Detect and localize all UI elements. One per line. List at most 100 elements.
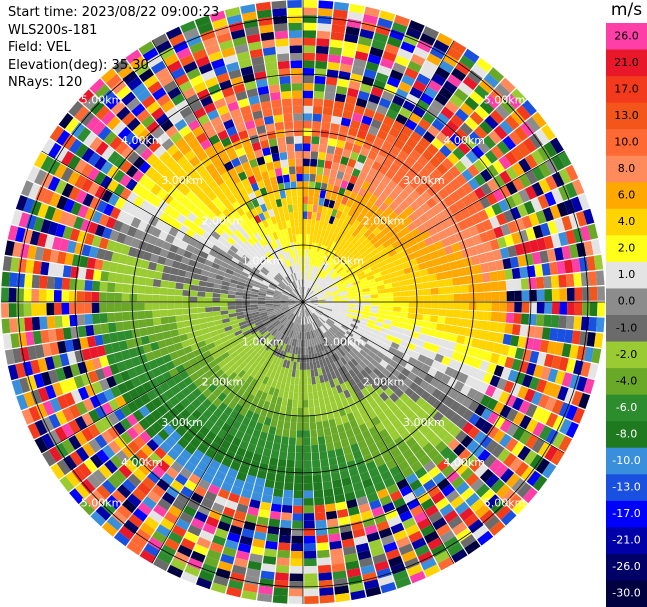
radar-gate bbox=[80, 110, 95, 127]
radar-gate bbox=[386, 76, 401, 88]
radar-gate bbox=[372, 268, 381, 275]
radar-gate bbox=[87, 423, 101, 438]
radar-gate bbox=[208, 509, 222, 521]
radar-gate bbox=[284, 344, 289, 353]
radar-gate bbox=[129, 284, 138, 294]
radar-gate bbox=[399, 285, 409, 292]
radar-gate bbox=[394, 387, 404, 398]
radar-gate bbox=[281, 294, 289, 298]
radar-gate bbox=[250, 460, 260, 470]
radar-gate bbox=[265, 262, 273, 270]
radar-gate bbox=[359, 83, 373, 94]
radar-gate bbox=[298, 385, 303, 393]
radar-gate bbox=[339, 309, 348, 314]
radar-gate bbox=[292, 105, 303, 114]
radar-gate bbox=[427, 537, 443, 551]
radar-gate bbox=[370, 546, 385, 557]
radar-gate bbox=[401, 302, 409, 308]
radar-gate bbox=[370, 332, 379, 340]
radar-gate bbox=[207, 484, 221, 496]
radar-gate bbox=[372, 329, 381, 336]
radar-gate bbox=[317, 159, 325, 168]
radar-gate bbox=[423, 302, 432, 309]
radar-gate bbox=[442, 433, 455, 446]
radar-gate bbox=[234, 164, 245, 175]
radar-gate bbox=[341, 477, 352, 487]
radar-gate bbox=[159, 73, 174, 87]
radar-gate bbox=[536, 237, 547, 251]
radar-gate bbox=[325, 331, 332, 339]
radar-gate bbox=[309, 361, 314, 370]
radar-gate bbox=[323, 99, 334, 108]
radar-gate bbox=[360, 564, 376, 575]
radar-gate bbox=[303, 287, 306, 295]
radar-gate bbox=[383, 278, 392, 285]
radar-gate bbox=[450, 114, 464, 128]
radar-gate bbox=[298, 339, 301, 348]
radar-gate bbox=[32, 260, 42, 275]
radar-gate bbox=[378, 302, 387, 306]
radar-gate bbox=[262, 376, 270, 385]
radar-gate bbox=[200, 95, 214, 107]
radar-gate bbox=[151, 421, 163, 434]
radar-gate bbox=[37, 203, 49, 218]
radar-gate bbox=[168, 322, 178, 331]
radar-gate bbox=[355, 97, 368, 108]
radar-gate bbox=[471, 378, 483, 391]
radar-gate bbox=[370, 294, 379, 299]
radar-gate bbox=[467, 426, 481, 440]
radar-gate bbox=[518, 229, 529, 243]
radar-gate bbox=[47, 221, 59, 236]
radar-gate bbox=[304, 543, 316, 552]
radar-gate bbox=[278, 451, 288, 460]
radar-gate bbox=[571, 330, 581, 345]
radar-gate bbox=[336, 170, 345, 180]
radar-gate bbox=[115, 450, 130, 464]
radar-gate bbox=[370, 264, 379, 271]
radar-gate bbox=[249, 217, 258, 226]
radar-gate bbox=[251, 360, 259, 370]
radar-gate bbox=[179, 185, 191, 196]
radar-gate bbox=[260, 570, 275, 580]
radar-gate bbox=[328, 176, 336, 186]
radar-gate bbox=[159, 381, 170, 393]
radar-gate bbox=[167, 288, 176, 296]
radar-gate bbox=[148, 139, 161, 153]
radar-gate bbox=[116, 331, 126, 342]
radar-gate bbox=[272, 595, 288, 604]
radar-gate bbox=[285, 406, 292, 415]
radar-gate bbox=[495, 104, 510, 120]
radar-gate bbox=[190, 195, 202, 206]
radar-gate bbox=[220, 293, 228, 298]
colorbar-swatch bbox=[606, 394, 647, 422]
radar-gate bbox=[258, 382, 267, 392]
radar-gate bbox=[290, 306, 298, 312]
radar-gate bbox=[333, 322, 341, 329]
radar-gate bbox=[314, 406, 321, 415]
radar-gate bbox=[244, 283, 253, 289]
radar-gate bbox=[409, 381, 420, 392]
radar-gate bbox=[197, 504, 211, 516]
radar-gate bbox=[176, 321, 185, 329]
radar-gate bbox=[24, 274, 33, 288]
radar-gate bbox=[529, 454, 544, 470]
radar-gate bbox=[518, 360, 530, 374]
radar-gate bbox=[257, 230, 265, 239]
radar-gate bbox=[329, 284, 338, 290]
radar-gate bbox=[350, 73, 363, 83]
radar-gate bbox=[260, 139, 270, 149]
radar-gate bbox=[408, 112, 422, 125]
radar-gate bbox=[194, 511, 208, 523]
radar-gate bbox=[296, 362, 300, 370]
radar-gate bbox=[503, 209, 515, 223]
radar-gate bbox=[116, 361, 127, 373]
radar-gate bbox=[524, 253, 534, 266]
radar-gate bbox=[130, 320, 139, 330]
radar-gate bbox=[511, 477, 526, 494]
radar-gate bbox=[214, 527, 229, 539]
radar-gate bbox=[337, 132, 348, 142]
radar-gate bbox=[323, 323, 330, 330]
radar-gate bbox=[227, 150, 238, 161]
radar-gate bbox=[359, 557, 374, 568]
radar-gate bbox=[212, 311, 221, 317]
